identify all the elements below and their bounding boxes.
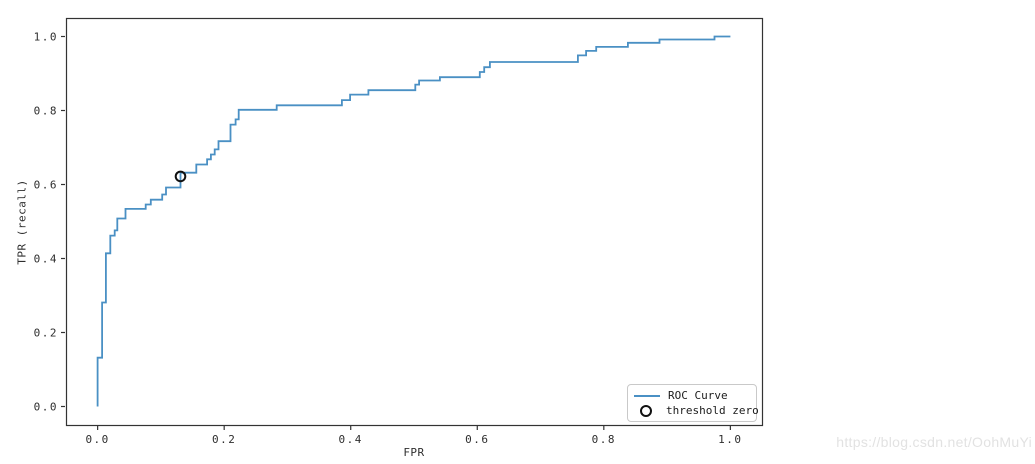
y-tick-label: 0.0 bbox=[33, 400, 58, 413]
legend-row-roc-curve: ROC Curve bbox=[634, 389, 750, 402]
y-axis-label: TPR (recall) bbox=[15, 179, 29, 265]
threshold-zero-marker-icon bbox=[640, 404, 652, 417]
y-tick-label: 0.8 bbox=[33, 104, 58, 117]
y-tick-label: 1.0 bbox=[33, 30, 58, 43]
legend-row-threshold-zero: threshold zero bbox=[634, 404, 759, 417]
x-tick-label: 0.8 bbox=[591, 433, 616, 446]
legend-label-threshold-zero: threshold zero bbox=[666, 404, 759, 417]
y-tick-label: 0.2 bbox=[33, 326, 58, 339]
plot-border bbox=[65, 17, 764, 427]
y-tick-label: 0.4 bbox=[33, 252, 58, 265]
legend-label-roc-curve: ROC Curve bbox=[668, 389, 728, 402]
tick-marks bbox=[61, 35, 731, 430]
x-tick-label: 0.2 bbox=[211, 433, 237, 446]
roc-line-swatch bbox=[634, 394, 660, 397]
x-tick-label: 0.6 bbox=[465, 433, 490, 446]
x-axis-label: FPR bbox=[403, 446, 425, 459]
roc-curve-line bbox=[96, 35, 731, 407]
y-tick-label: 0.6 bbox=[33, 178, 58, 191]
x-tick-label: 0.0 bbox=[85, 433, 110, 446]
x-tick-label: 1.0 bbox=[718, 433, 743, 446]
x-tick-label: 0.4 bbox=[338, 433, 363, 446]
threshold-zero-marker bbox=[174, 170, 187, 183]
watermark-text: https://blog.csdn.net/OohMuYi bbox=[836, 434, 1032, 450]
legend: ROC Curve threshold zero bbox=[627, 384, 759, 422]
